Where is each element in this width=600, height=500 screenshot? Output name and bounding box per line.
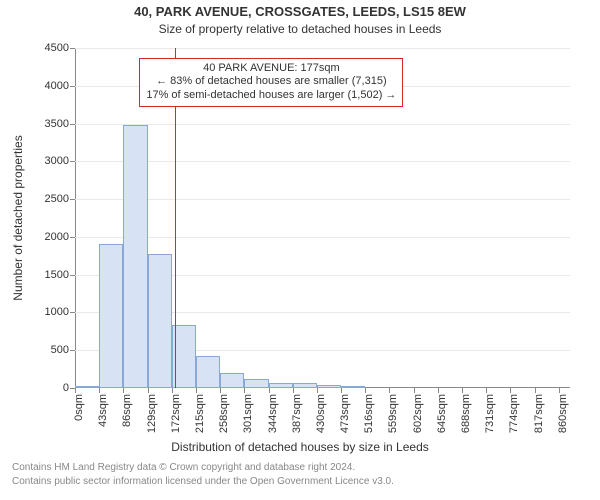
xtick-label: 559sqm: [387, 394, 399, 433]
histogram-bar: [341, 386, 365, 388]
ytick-label: 4500: [45, 42, 75, 54]
xtick-mark: [220, 388, 221, 393]
annotation-line: ← 83% of detached houses are smaller (7,…: [146, 75, 396, 89]
xtick-mark: [99, 388, 100, 393]
chart-title: 40, PARK AVENUE, CROSSGATES, LEEDS, LS15…: [0, 4, 600, 19]
xtick-label: 731sqm: [484, 394, 496, 433]
xtick-mark: [244, 388, 245, 393]
xtick-label: 258sqm: [218, 394, 230, 433]
footer-line-1: Contains HM Land Registry data © Crown c…: [0, 462, 600, 473]
figure: 40, PARK AVENUE, CROSSGATES, LEEDS, LS15…: [0, 0, 600, 500]
xtick-label: 0sqm: [73, 394, 85, 421]
xtick-mark: [293, 388, 294, 393]
xtick-label: 344sqm: [267, 394, 279, 433]
xtick-label: 774sqm: [508, 394, 520, 433]
x-axis-label: Distribution of detached houses by size …: [0, 440, 600, 454]
ytick-label: 2000: [45, 231, 75, 243]
xtick-mark: [535, 388, 536, 393]
xtick-mark: [365, 388, 366, 393]
xtick-mark: [148, 388, 149, 393]
ytick-label: 500: [51, 344, 75, 356]
xtick-mark: [389, 388, 390, 393]
gridline: [75, 199, 570, 200]
xtick-label: 516sqm: [363, 394, 375, 433]
xtick-mark: [317, 388, 318, 393]
chart-axes: 05001000150020002500300035004000450040 P…: [75, 48, 570, 388]
histogram-bar: [196, 356, 220, 388]
gridline: [75, 48, 570, 49]
histogram-bar: [99, 244, 123, 388]
xtick-mark: [341, 388, 342, 393]
ytick-label: 1000: [45, 306, 75, 318]
xtick-mark: [196, 388, 197, 393]
xtick-label: 602sqm: [412, 394, 424, 433]
xtick-label: 43sqm: [97, 394, 109, 427]
y-axis-label: Number of detached properties: [11, 135, 25, 300]
histogram-bar: [220, 373, 244, 388]
histogram-bar: [244, 379, 268, 388]
xtick-mark: [172, 388, 173, 393]
xtick-label: 430sqm: [315, 394, 327, 433]
histogram-bar: [123, 125, 147, 388]
xtick-label: 215sqm: [194, 394, 206, 433]
xtick-label: 817sqm: [533, 394, 545, 433]
gridline: [75, 124, 570, 125]
footer-line-2: Contains public sector information licen…: [0, 476, 600, 487]
ytick-label: 1500: [45, 269, 75, 281]
histogram-bar: [269, 383, 293, 388]
xtick-label: 86sqm: [121, 394, 133, 427]
ytick-label: 3500: [45, 118, 75, 130]
ytick-label: 2500: [45, 193, 75, 205]
xtick-label: 473sqm: [339, 394, 351, 433]
xtick-label: 688sqm: [460, 394, 472, 433]
chart-subtitle: Size of property relative to detached ho…: [0, 22, 600, 36]
gridline: [75, 161, 570, 162]
xtick-mark: [269, 388, 270, 393]
xtick-label: 387sqm: [291, 394, 303, 433]
histogram-bar: [293, 383, 317, 388]
xtick-mark: [414, 388, 415, 393]
histogram-bar: [75, 386, 99, 388]
ytick-label: 3000: [45, 155, 75, 167]
xtick-label: 172sqm: [170, 394, 182, 433]
ytick-label: 0: [63, 382, 75, 394]
xtick-mark: [462, 388, 463, 393]
xtick-mark: [75, 388, 76, 393]
xtick-label: 301sqm: [242, 394, 254, 433]
gridline: [75, 237, 570, 238]
ytick-label: 4000: [45, 80, 75, 92]
annotation-line: 17% of semi-detached houses are larger (…: [146, 89, 396, 103]
xtick-mark: [438, 388, 439, 393]
xtick-mark: [559, 388, 560, 393]
annotation-line: 40 PARK AVENUE: 177sqm: [146, 62, 396, 76]
annotation-box: 40 PARK AVENUE: 177sqm← 83% of detached …: [139, 58, 403, 107]
xtick-mark: [123, 388, 124, 393]
histogram-bar: [148, 254, 172, 388]
xtick-label: 645sqm: [436, 394, 448, 433]
histogram-bar: [317, 385, 341, 388]
xtick-label: 860sqm: [557, 394, 569, 433]
xtick-label: 129sqm: [146, 394, 158, 433]
xtick-mark: [486, 388, 487, 393]
xtick-mark: [510, 388, 511, 393]
